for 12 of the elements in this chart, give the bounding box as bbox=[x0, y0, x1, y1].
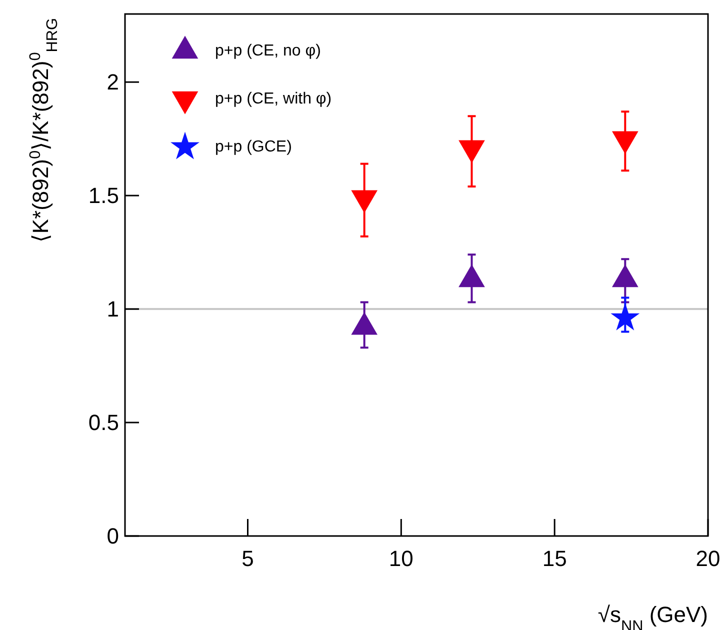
legend-label: p+p (CE, with φ) bbox=[215, 90, 332, 108]
y-tick-label: 2 bbox=[106, 70, 119, 95]
y-tick-label: 1 bbox=[106, 296, 119, 322]
x-tick-label: 5 bbox=[242, 546, 254, 571]
y-tick-label: 0.5 bbox=[88, 410, 119, 436]
x-tick-label: 20 bbox=[696, 546, 720, 571]
y-tick-label: 0 bbox=[106, 524, 119, 548]
x-tick-label: 10 bbox=[388, 546, 414, 571]
y-tick-label: 1.5 bbox=[88, 183, 119, 208]
x-tick-label: 15 bbox=[542, 546, 567, 571]
legend-label: p+p (CE, no φ) bbox=[215, 42, 321, 60]
legend-label: p+p (GCE) bbox=[215, 138, 292, 156]
